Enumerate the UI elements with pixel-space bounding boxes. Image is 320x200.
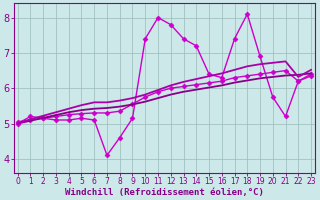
X-axis label: Windchill (Refroidissement éolien,°C): Windchill (Refroidissement éolien,°C) <box>65 188 264 197</box>
